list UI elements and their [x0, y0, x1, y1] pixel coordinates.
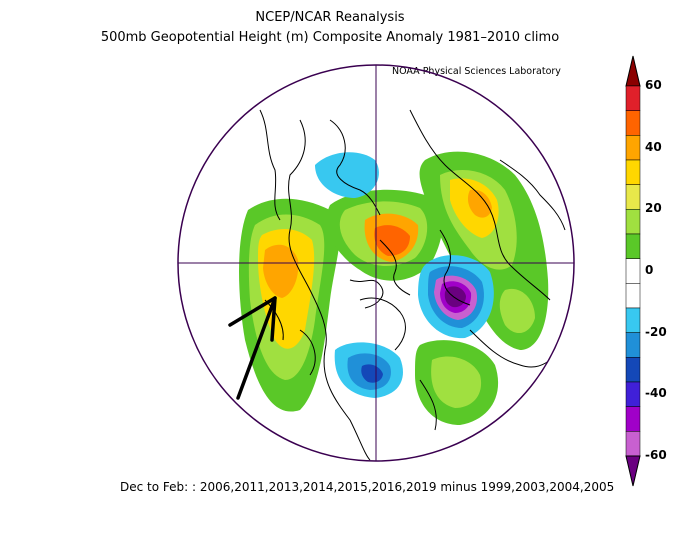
colorbar-segment — [625, 110, 641, 136]
colorbar-tick-label: 40 — [645, 139, 662, 154]
colorbar-tick-label: -60 — [645, 448, 667, 462]
colorbar-tick-label: -40 — [645, 386, 667, 401]
title-line-2: 500mb Geopotential Height (m) Composite … — [100, 30, 560, 45]
colorbar-segment — [625, 184, 641, 210]
colorbar-tick-label: 60 — [645, 78, 662, 92]
negative-anomaly-north — [315, 152, 379, 198]
title-line-1: NCEP/NCAR Reanalysis — [255, 10, 405, 25]
colorbar-segment — [625, 332, 641, 358]
colorbar-segment — [625, 209, 641, 235]
coastlines — [259, 109, 566, 461]
colorbar-bottom-triangle — [625, 455, 641, 487]
colorbar-tick-label: 20 — [645, 201, 662, 216]
colorbar-segment — [625, 258, 641, 284]
credit-label: NOAA Physical Sciences Laboratory — [392, 66, 561, 77]
colorbar-segment — [625, 159, 641, 185]
black-arrow — [228, 296, 277, 400]
colorbar-segment — [625, 233, 641, 259]
colorbar-top-triangle — [625, 55, 641, 87]
colorbar-segment — [625, 357, 641, 383]
colorbar-segment — [625, 406, 641, 432]
colorbar — [625, 55, 641, 487]
anomaly-field — [239, 151, 549, 425]
colorbar-segment — [625, 135, 641, 161]
colorbar-segment — [625, 381, 641, 407]
colorbar-segment — [625, 307, 641, 333]
colorbar-tick-label: 0 — [645, 263, 654, 277]
colorbar-segment — [625, 431, 641, 457]
colorbar-segment — [625, 283, 641, 309]
colorbar-segment — [625, 85, 641, 111]
footer-text: Dec to Feb: : 2006,2011,2013,2014,2015,2… — [120, 480, 615, 494]
colorbar-tick-label: -20 — [645, 324, 667, 339]
